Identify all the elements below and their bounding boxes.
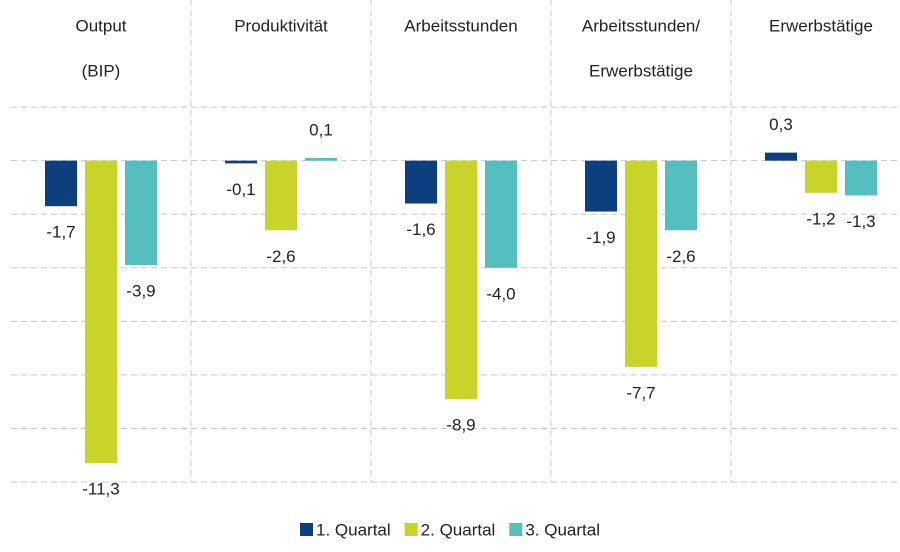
legend-label: 2. Quartal	[421, 520, 496, 539]
category-label: Erwerbstätige	[769, 16, 873, 35]
bar	[805, 160, 837, 193]
value-label: -4,0	[486, 284, 515, 303]
value-label: -1,3	[846, 212, 875, 231]
bar	[85, 160, 117, 464]
value-label: -1,7	[46, 223, 75, 242]
value-label: -2,6	[266, 247, 295, 266]
bar	[765, 152, 797, 161]
category-label: Produktivität	[234, 16, 328, 35]
bar	[845, 160, 877, 196]
legend-label: 3. Quartal	[525, 520, 600, 539]
value-label: -8,9	[446, 415, 475, 434]
category-label: Output	[75, 16, 126, 35]
bar	[45, 160, 77, 207]
value-label: -1,9	[586, 228, 615, 247]
value-label: -1,2	[806, 209, 835, 228]
legend-label: 1. Quartal	[316, 520, 391, 539]
bar	[665, 160, 697, 231]
category-label: Arbeitsstunden/	[582, 16, 700, 35]
value-label: -0,1	[226, 180, 255, 199]
bar	[405, 160, 437, 204]
category-label: Erwerbstätige	[589, 61, 693, 80]
bar	[485, 160, 517, 268]
value-label: 0,3	[769, 115, 793, 134]
legend-swatch	[300, 523, 314, 536]
value-label: -11,3	[82, 480, 120, 499]
value-label: 0,1	[309, 120, 333, 139]
category-label: Arbeitsstunden	[404, 16, 517, 35]
bar	[585, 160, 617, 212]
bar	[625, 160, 657, 367]
value-label: -2,6	[666, 247, 695, 266]
legend-swatch	[509, 523, 523, 536]
bar	[265, 160, 297, 231]
bar	[125, 160, 157, 266]
bar	[445, 160, 477, 399]
value-label: -7,7	[626, 383, 655, 402]
value-label: -3,9	[126, 282, 155, 301]
category-label: (BIP)	[82, 61, 121, 80]
bar	[305, 157, 337, 161]
legend-swatch	[404, 523, 418, 536]
value-label: -1,6	[406, 220, 435, 239]
bar	[225, 160, 257, 164]
